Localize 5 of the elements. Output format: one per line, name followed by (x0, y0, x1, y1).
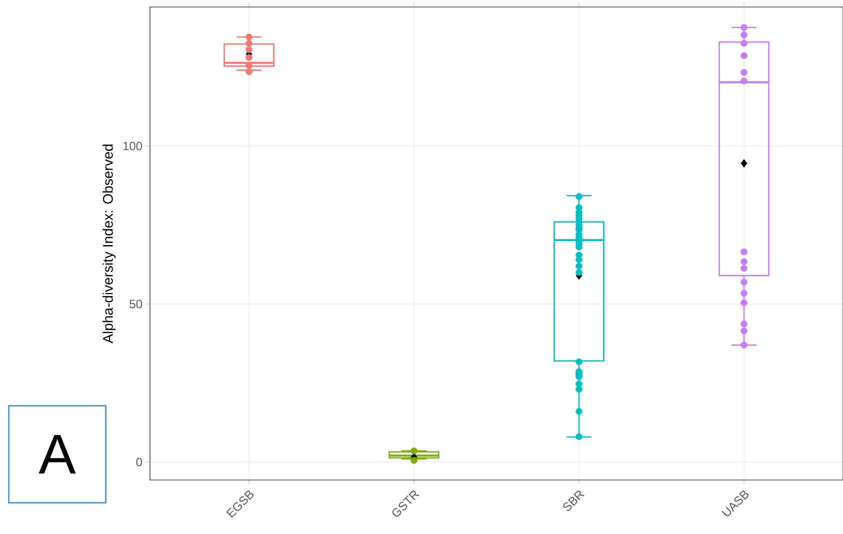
text: A (38, 434, 76, 474)
y-tick-label: 0 (136, 458, 142, 466)
y-tick-label: 50 (130, 300, 142, 308)
y-tick-label: 100 (123, 142, 142, 150)
y-axis-title: Alpha-diversity Index: Observed (102, 144, 116, 344)
